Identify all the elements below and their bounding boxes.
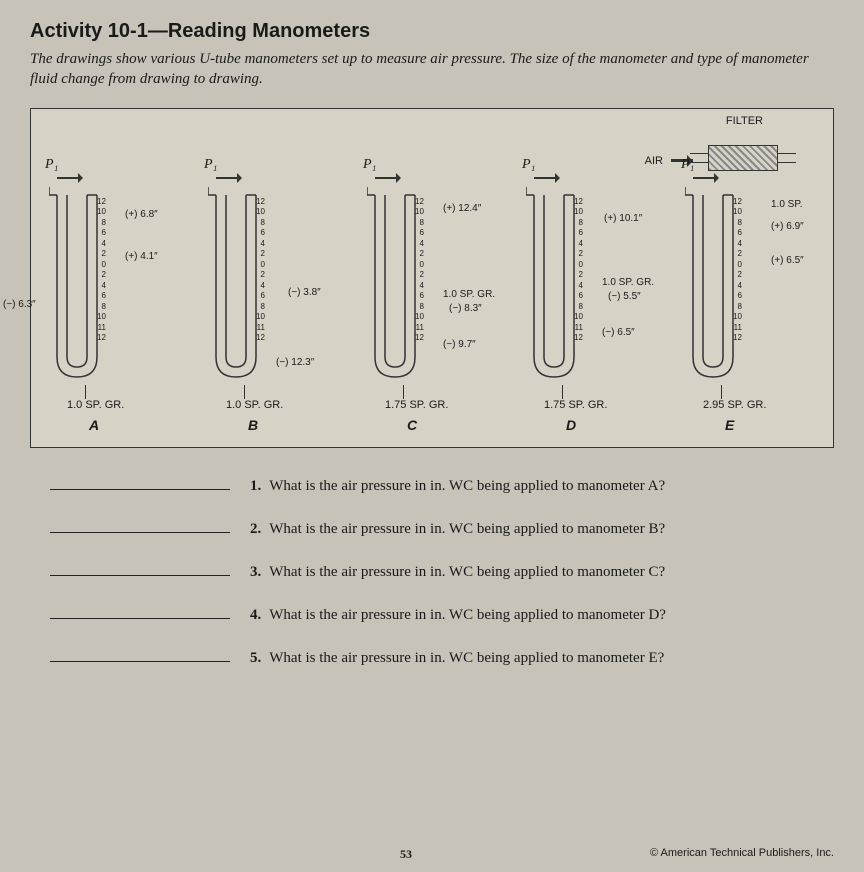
inlet-arrow-icon [216, 175, 242, 183]
manometer-letter: E [725, 417, 734, 433]
answer-blank [50, 575, 230, 576]
filter-pipe [778, 153, 796, 163]
annotation: (−) 6.5″ [602, 327, 635, 338]
air-label: AIR [645, 155, 663, 167]
manometer-c: P₁ 1210864202468101112(+) 12.4″1.0 SP. G… [357, 179, 507, 439]
answer-blank [50, 532, 230, 533]
sp-gr-label: 1.75 SP. GR. [385, 399, 448, 411]
question-row: 5. What is the air pressure in in. WC bei… [50, 650, 814, 667]
leader-line [244, 385, 245, 399]
annotation: (−) 9.7″ [443, 339, 476, 350]
scale-ticks: 1210864202468101112 [97, 197, 106, 344]
question-row: 1. What is the air pressure in in. WC bei… [50, 478, 814, 495]
annotation: (+) 6.9″ [771, 221, 804, 232]
leader-line [562, 385, 563, 399]
manometer-diagram: FILTER AIR P₁ 1210864202468101112 (+) 6.8… [30, 108, 834, 448]
annotation: (−) 3.8″ [288, 287, 321, 298]
question-number: 1. [250, 478, 261, 495]
filter-icon [708, 145, 778, 171]
annotation: 1.0 SP. GR. [443, 289, 495, 300]
question-number: 2. [250, 521, 261, 538]
annotation: (+) 6.8″ [125, 209, 158, 220]
filter-label: FILTER [726, 115, 763, 127]
question-text: What is the air pressure in in. WC being… [269, 521, 665, 538]
question-text: What is the air pressure in in. WC being… [269, 650, 664, 667]
p1-label: P₁ [681, 157, 694, 173]
p1-label: P₁ [363, 157, 376, 173]
sp-gr-label: 1.0 SP. GR. [226, 399, 283, 411]
scale-ticks: 1210864202468101112 [574, 197, 583, 344]
answer-blank [50, 661, 230, 662]
page-number: 53 [400, 847, 412, 862]
annotation: (+) 10.1″ [604, 213, 642, 224]
question-row: 4. What is the air pressure in in. WC bei… [50, 607, 814, 624]
inlet-arrow-icon [693, 175, 719, 183]
manometer-letter: C [407, 417, 417, 433]
annotation: (+) 4.1″ [125, 251, 158, 262]
annotation: (−) 6.3″ [3, 299, 36, 310]
p1-label: P₁ [45, 157, 58, 173]
manometer-d: P₁ 1210864202468101112(+) 10.1″1.0 SP. G… [516, 179, 666, 439]
question-text: What is the air pressure in in. WC being… [269, 478, 665, 495]
activity-title: Activity 10-1—Reading Manometers [30, 20, 834, 43]
leader-line [403, 385, 404, 399]
question-text: What is the air pressure in in. WC being… [269, 607, 666, 624]
question-number: 4. [250, 607, 261, 624]
scale-ticks: 1210864202468101112 [256, 197, 265, 344]
question-row: 3. What is the air pressure in in. WC bei… [50, 564, 814, 581]
answer-blank [50, 489, 230, 490]
annotation: (+) 6.5″ [771, 255, 804, 266]
inlet-arrow-icon [534, 175, 560, 183]
answer-blank [50, 618, 230, 619]
activity-subtitle: The drawings show various U-tube manomet… [30, 49, 834, 90]
manometer-letter: A [89, 417, 99, 433]
annotation: 1.0 SP. [771, 199, 803, 210]
sp-gr-label: 2.95 SP. GR. [703, 399, 766, 411]
question-list: 1. What is the air pressure in in. WC bei… [30, 478, 834, 667]
inlet-arrow-icon [375, 175, 401, 183]
leader-line [721, 385, 722, 399]
copyright: © American Technical Publishers, Inc. [650, 847, 834, 862]
annotation: (−) 8.3″ [449, 303, 482, 314]
annotation: (−) 5.5″ [608, 291, 641, 302]
scale-ticks: 1210864202468101112 [733, 197, 742, 344]
manometer-a: P₁ 1210864202468101112(+) 6.8″(+) 4.1″(−… [39, 179, 189, 439]
sp-gr-label: 1.0 SP. GR. [67, 399, 124, 411]
manometer-letter: B [248, 417, 258, 433]
scale-ticks: 1210864202468101112 [415, 197, 424, 344]
annotation: (+) 12.4″ [443, 203, 481, 214]
manometer-e: P₁ 12108642024681011121.0 SP.(+) 6.9″(+)… [675, 179, 825, 439]
page-footer: 53 © American Technical Publishers, Inc. [30, 847, 834, 862]
leader-line [85, 385, 86, 399]
question-row: 2. What is the air pressure in in. WC bei… [50, 521, 814, 538]
annotation: (−) 12.3″ [276, 357, 314, 368]
question-number: 3. [250, 564, 261, 581]
manometer-b: P₁ 1210864202468101112(−) 3.8″(−) 12.3″1… [198, 179, 348, 439]
question-text: What is the air pressure in in. WC being… [269, 564, 665, 581]
manometer-letter: D [566, 417, 576, 433]
inlet-arrow-icon [57, 175, 83, 183]
annotation: 1.0 SP. GR. [602, 277, 654, 288]
p1-label: P₁ [204, 157, 217, 173]
p1-label: P₁ [522, 157, 535, 173]
sp-gr-label: 1.75 SP. GR. [544, 399, 607, 411]
question-number: 5. [250, 650, 261, 667]
